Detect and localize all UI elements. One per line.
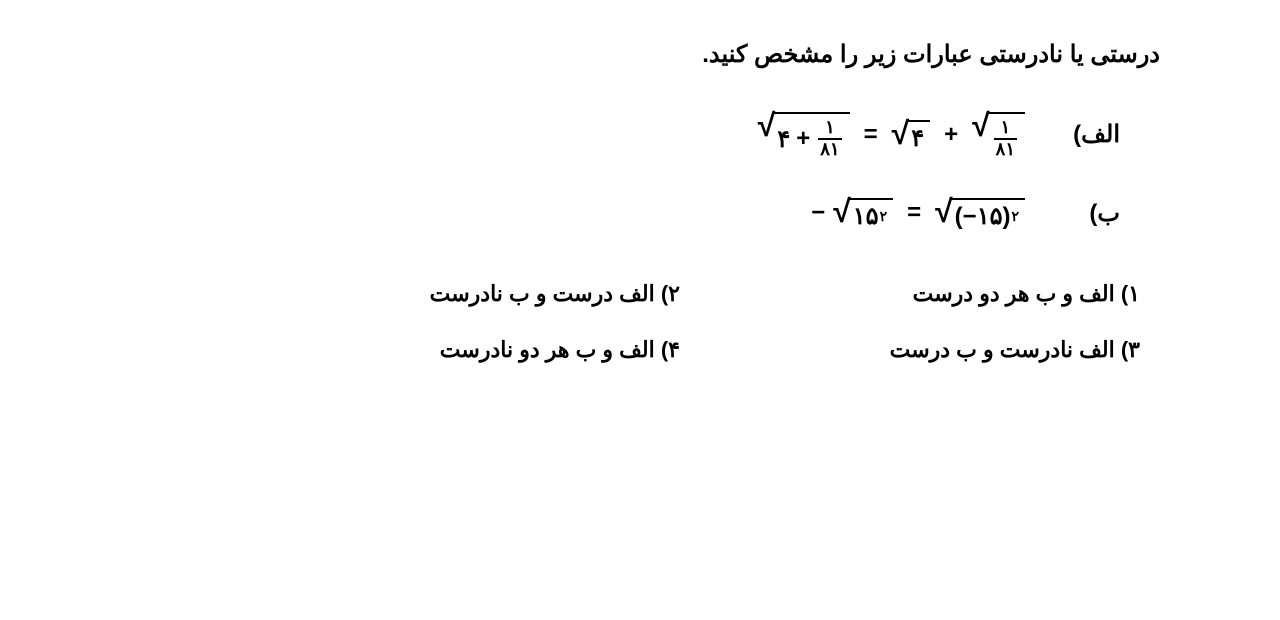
options-block: ۱) الف و ب هر دو درست ۲) الف درست و ب نا… [200,281,1160,363]
sqrt-lhs-b: √ ۱۵۲ [833,195,893,231]
plus-op: + [944,121,958,149]
exp-2: ۲ [880,208,888,225]
frac-den: ۸۱ [994,138,1017,160]
equation-a-label: الف) [1060,120,1120,149]
exp-2: ۲ [1011,208,1019,225]
sqrt-content: ۴ [907,120,930,153]
sqrt-content: ۱ ۸۱ [988,112,1025,160]
equals-op: = [907,199,921,227]
document-container: درستی یا نادرستی عبارات زیر را مشخص کنید… [0,0,1280,403]
equals-op: = [864,121,878,149]
frac-num: ۱ [823,118,837,138]
option-4: ۴) الف و ب هر دو نادرست [300,337,680,363]
equation-a-row: √ ۴ + ۱ ۸۱ = √ ۴ [200,109,1120,160]
sqrt-lhs-a: √ ۴ + ۱ ۸۱ [758,109,850,160]
close-paren: ) [1002,203,1010,231]
option-3: ۳) الف نادرست و ب درست [760,337,1140,363]
equation-b-row: − √ ۱۵۲ = √ (−۱۵)۲ ب) [200,195,1120,231]
option-2: ۲) الف درست و ب نادرست [300,281,680,307]
sqrt-content: (−۱۵)۲ [951,198,1025,231]
num-15: ۱۵ [853,202,879,231]
sqrt-rhs1-a: √ ۴ [892,117,930,153]
num-4: ۴ [777,125,790,154]
question-title: درستی یا نادرستی عبارات زیر را مشخص کنید… [200,40,1160,69]
sqrt-rhs-b: √ (−۱۵)۲ [935,195,1025,231]
fraction: ۱ ۸۱ [818,118,841,160]
sqrt-content: ۴ + ۱ ۸۱ [773,112,849,160]
num-15: ۱۵ [977,202,1003,231]
open-paren: (− [955,203,977,231]
frac-den: ۸۱ [818,138,841,160]
neg-sign: − [811,199,825,227]
sqrt-rhs2-a: √ ۱ ۸۱ [972,109,1025,160]
plus-op: + [796,125,810,153]
option-1: ۱) الف و ب هر دو درست [760,281,1140,307]
num-4: ۴ [911,124,924,153]
equation-b-expression: − √ ۱۵۲ = √ (−۱۵)۲ [811,195,1025,231]
fraction: ۱ ۸۱ [994,118,1017,160]
equations-block: √ ۴ + ۱ ۸۱ = √ ۴ [200,109,1160,231]
sqrt-content: ۱۵۲ [849,198,893,231]
equation-a-expression: √ ۴ + ۱ ۸۱ = √ ۴ [758,109,1025,160]
equation-b-label: ب) [1060,199,1120,228]
frac-num: ۱ [998,118,1012,138]
